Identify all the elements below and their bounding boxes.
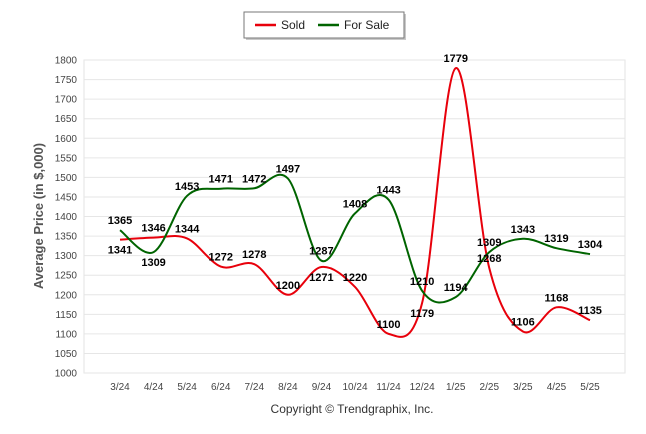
for-sale-line xyxy=(119,173,591,304)
y-tick-label: 1700 xyxy=(55,95,78,106)
y-axis-ticks: 1000 1050 1100 1150 1200 1250 1300 1350 1400 1450… xyxy=(55,56,78,380)
for-sale-data-label: 1309 xyxy=(477,237,501,249)
for-sale-data-label: 1472 xyxy=(242,173,266,185)
y-tick-label: 1250 xyxy=(55,271,78,282)
sold-data-label: 1346 xyxy=(141,223,165,235)
y-tick-label: 1550 xyxy=(55,153,78,164)
x-tick-label: 10/24 xyxy=(342,382,367,393)
for-sale-data-label: 1304 xyxy=(578,239,603,251)
copyright: Copyright © Trendgraphix, Inc. xyxy=(271,402,434,416)
for-sale-data-label: 1194 xyxy=(444,282,469,294)
y-tick-label: 1100 xyxy=(55,329,77,340)
x-tick-label: 11/24 xyxy=(376,382,401,393)
y-tick-label: 1500 xyxy=(55,173,78,184)
sold-data-label: 1268 xyxy=(477,253,501,265)
x-tick-label: 5/25 xyxy=(580,382,600,393)
legend: Sold For Sale xyxy=(243,11,406,40)
sold-data-label: 1106 xyxy=(511,317,535,329)
x-tick-label: 8/24 xyxy=(278,382,298,393)
sold-data-label: 1272 xyxy=(208,252,232,264)
for-sale-data-label: 1453 xyxy=(175,181,199,193)
x-tick-label: 12/24 xyxy=(410,382,435,393)
y-tick-label: 1800 xyxy=(55,56,78,67)
for-sale-data-label: 1365 xyxy=(108,215,132,227)
y-tick-label: 1400 xyxy=(55,212,78,223)
for-sale-data-label: 1287 xyxy=(309,246,333,258)
x-tick-label: 7/24 xyxy=(245,382,265,393)
x-tick-label: 2/25 xyxy=(480,382,500,393)
for-sale-data-label: 1309 xyxy=(141,257,165,269)
for-sale-data-label: 1319 xyxy=(544,233,568,245)
data-labels: 1341 1346 1344 1272 1278 1200 1271 1220 1100 1179… xyxy=(108,53,603,331)
y-tick-label: 1450 xyxy=(55,192,78,203)
x-tick-label: 4/25 xyxy=(547,382,567,393)
x-axis-ticks: 3/24 4/24 5/24 6/24 7/24 8/24 9/24 10/24 11/24 12… xyxy=(110,382,600,393)
y-tick-label: 1000 xyxy=(55,369,78,380)
y-tick-label: 1650 xyxy=(55,114,78,125)
sold-data-label: 1200 xyxy=(276,280,300,292)
for-sale-data-label: 1497 xyxy=(276,164,300,176)
sold-data-label: 1341 xyxy=(108,245,132,257)
y-tick-label: 1750 xyxy=(55,75,78,86)
sold-line xyxy=(119,67,591,338)
x-tick-label: 9/24 xyxy=(312,382,332,393)
sold-data-label: 1168 xyxy=(544,292,568,304)
y-tick-label: 1200 xyxy=(55,290,78,301)
y-tick-label: 1600 xyxy=(55,134,78,145)
y-tick-label: 1050 xyxy=(55,349,78,360)
for-sale-data-label: 1471 xyxy=(208,174,232,186)
sold-data-label: 1135 xyxy=(578,305,602,317)
sold-data-label: 1278 xyxy=(242,249,266,261)
for-sale-data-label: 1210 xyxy=(410,276,434,288)
x-tick-label: 3/24 xyxy=(110,382,130,393)
x-tick-label: 6/24 xyxy=(211,382,231,393)
grid xyxy=(83,59,626,374)
for-sale-data-label: 1443 xyxy=(376,185,400,197)
y-tick-label: 1300 xyxy=(55,251,78,262)
sold-data-label: 1100 xyxy=(377,319,401,331)
x-tick-label: 4/24 xyxy=(144,382,164,393)
sold-data-label: 1271 xyxy=(309,272,333,284)
sold-data-label: 1179 xyxy=(410,308,434,320)
y-tick-label: 1150 xyxy=(55,310,77,321)
x-tick-label: 1/25 xyxy=(446,382,466,393)
x-tick-label: 5/24 xyxy=(177,382,197,393)
sold-data-label: 1779 xyxy=(443,53,467,65)
legend-for-sale-label: For Sale xyxy=(344,18,390,32)
sold-data-label: 1344 xyxy=(175,223,200,235)
for-sale-data-label: 1343 xyxy=(511,224,535,236)
sold-data-label: 1220 xyxy=(343,272,367,284)
x-tick-label: 3/25 xyxy=(513,382,533,393)
y-axis-label: Average Price (in $,000) xyxy=(31,143,46,289)
series-lines xyxy=(119,67,591,338)
for-sale-data-label: 1408 xyxy=(343,198,367,210)
y-tick-label: 1350 xyxy=(55,232,78,243)
legend-sold-label: Sold xyxy=(281,18,305,32)
